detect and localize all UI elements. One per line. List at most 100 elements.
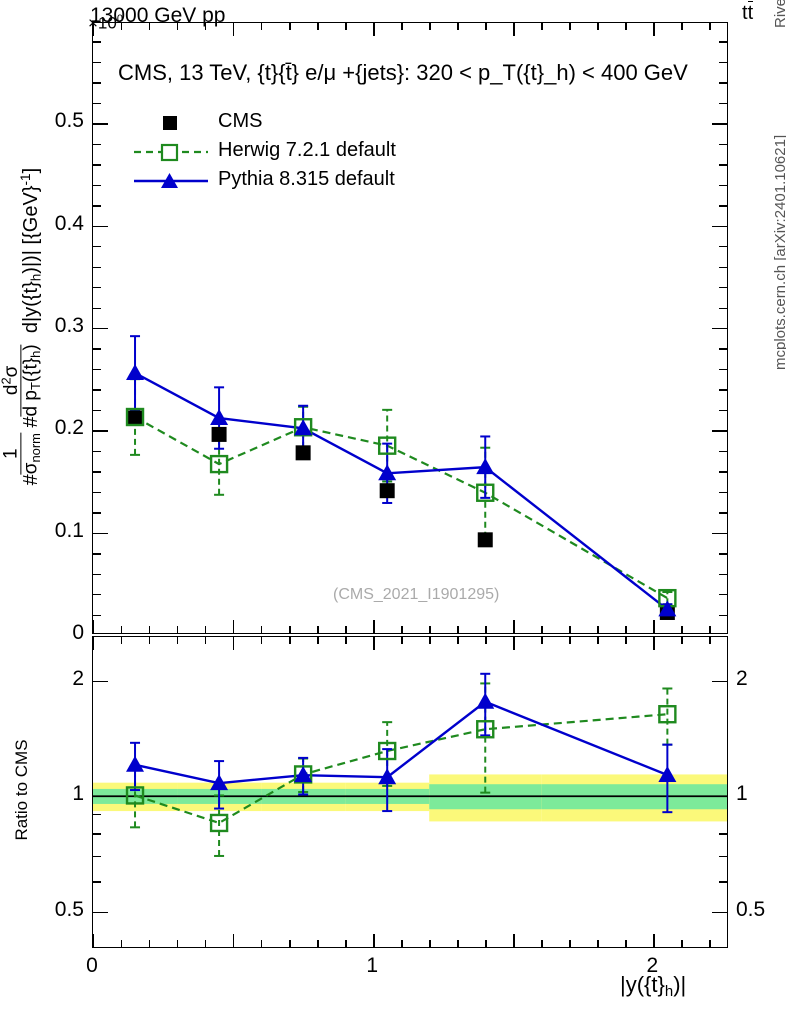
- ratio-tick-label: 0.5: [54, 897, 84, 921]
- axis-tick: [373, 23, 375, 36]
- axis-tick: [429, 23, 431, 30]
- axis-tick: [712, 680, 727, 683]
- axis-tick: [149, 637, 151, 644]
- axis-tick: [93, 23, 95, 36]
- axis-tick: [261, 940, 263, 947]
- y-tick-label: 0.2: [54, 416, 84, 440]
- axis-tick: [457, 940, 459, 947]
- ratio-tick-label-right: 0.5: [736, 897, 766, 921]
- pythia-ratio-marker: [476, 692, 495, 709]
- axis-tick: [93, 680, 108, 683]
- axis-tick: [233, 637, 235, 650]
- y-tick-label: 0.1: [54, 518, 84, 542]
- axis-tick: [93, 450, 101, 453]
- axis-tick: [261, 626, 263, 633]
- ratio-series-layer: [93, 672, 727, 857]
- axis-tick: [712, 225, 727, 228]
- ratio-tick-label-right: 1: [736, 782, 748, 806]
- axis-tick: [93, 471, 101, 473]
- axis-tick: [625, 626, 627, 633]
- legend-label-herwig: Herwig 7.2.1 default: [218, 139, 396, 161]
- axis-tick: [681, 23, 683, 30]
- axis-tick: [719, 143, 727, 146]
- axis-tick: [719, 307, 727, 309]
- axis-tick: [719, 61, 727, 64]
- axis-tick: [681, 637, 683, 644]
- axis-tick: [93, 553, 101, 555]
- axis-tick: [121, 637, 123, 644]
- axis-tick: [93, 573, 101, 575]
- pythia-ratio-marker: [658, 766, 677, 783]
- axis-tick: [485, 940, 487, 947]
- axis-tick: [373, 620, 375, 633]
- axis-tick: [401, 626, 403, 633]
- herwig-marker: [209, 454, 229, 474]
- y-tick-label: 0.5: [54, 109, 84, 133]
- axis-tick: [653, 620, 655, 633]
- axis-tick: [289, 626, 291, 633]
- axis-tick: [93, 123, 108, 125]
- axis-tick: [289, 637, 291, 644]
- pythia-ratio-marker: [294, 766, 313, 783]
- axis-tick: [93, 82, 101, 84]
- axis-tick: [485, 626, 487, 633]
- axis-tick: [513, 23, 515, 36]
- axis-tick: [569, 637, 571, 644]
- axis-tick: [719, 41, 727, 43]
- axis-tick: [719, 881, 727, 883]
- axis-tick: [317, 23, 319, 30]
- axis-tick: [289, 940, 291, 947]
- y-tick-label: 0: [72, 621, 84, 644]
- axis-tick: [719, 246, 727, 248]
- axis-tick: [719, 573, 727, 575]
- axis-tick: [345, 23, 347, 30]
- legend-key-cms: [163, 116, 177, 130]
- axis-tick: [93, 205, 101, 207]
- pythia-line: [134, 371, 669, 611]
- axis-tick: [719, 287, 727, 289]
- axis-tick: [177, 626, 179, 633]
- axis-tick: [93, 512, 101, 514]
- pythia-ratio-marker: [126, 755, 145, 772]
- axis-tick: [93, 307, 101, 309]
- main-plot-area: [93, 23, 727, 633]
- pythia-marker: [210, 409, 229, 426]
- axis-tick: [719, 348, 727, 350]
- axis-tick: [712, 430, 727, 432]
- cms-marker: [379, 483, 395, 499]
- axis-tick: [93, 266, 101, 268]
- axis-tick: [93, 225, 108, 228]
- axis-tick: [93, 833, 101, 835]
- axis-tick: [261, 637, 263, 644]
- axis-tick: [373, 637, 375, 650]
- axis-tick: [205, 940, 207, 947]
- axis-tick: [233, 934, 235, 947]
- axis-tick: [597, 626, 599, 633]
- ratio-plot-area: [93, 637, 727, 947]
- axis-tick: [719, 855, 727, 858]
- axis-tick: [709, 637, 711, 644]
- axis-tick: [93, 813, 101, 816]
- axis-tick: [93, 532, 108, 535]
- axis-tick: [653, 637, 655, 650]
- cms-marker: [127, 410, 143, 426]
- axis-tick: [569, 626, 571, 633]
- axis-tick: [429, 940, 431, 947]
- axis-tick: [712, 911, 727, 914]
- axis-tick: [93, 287, 101, 289]
- rivet-version-annotation: Rivet 4.1.0, ≥ 100k events: [772, 0, 786, 28]
- axis-tick: [373, 934, 375, 947]
- axis-tick: [625, 23, 627, 30]
- axis-tick: [93, 934, 95, 947]
- axis-tick: [93, 41, 101, 43]
- axis-tick: [93, 491, 101, 494]
- axis-tick: [597, 940, 599, 947]
- pythia-ratio-line: [134, 700, 668, 785]
- axis-tick: [93, 184, 101, 187]
- axis-tick: [149, 23, 151, 30]
- axis-tick: [719, 184, 727, 187]
- axis-tick: [261, 23, 263, 30]
- axis-tick: [681, 940, 683, 947]
- axis-tick: [93, 164, 101, 166]
- axis-tick: [177, 637, 179, 644]
